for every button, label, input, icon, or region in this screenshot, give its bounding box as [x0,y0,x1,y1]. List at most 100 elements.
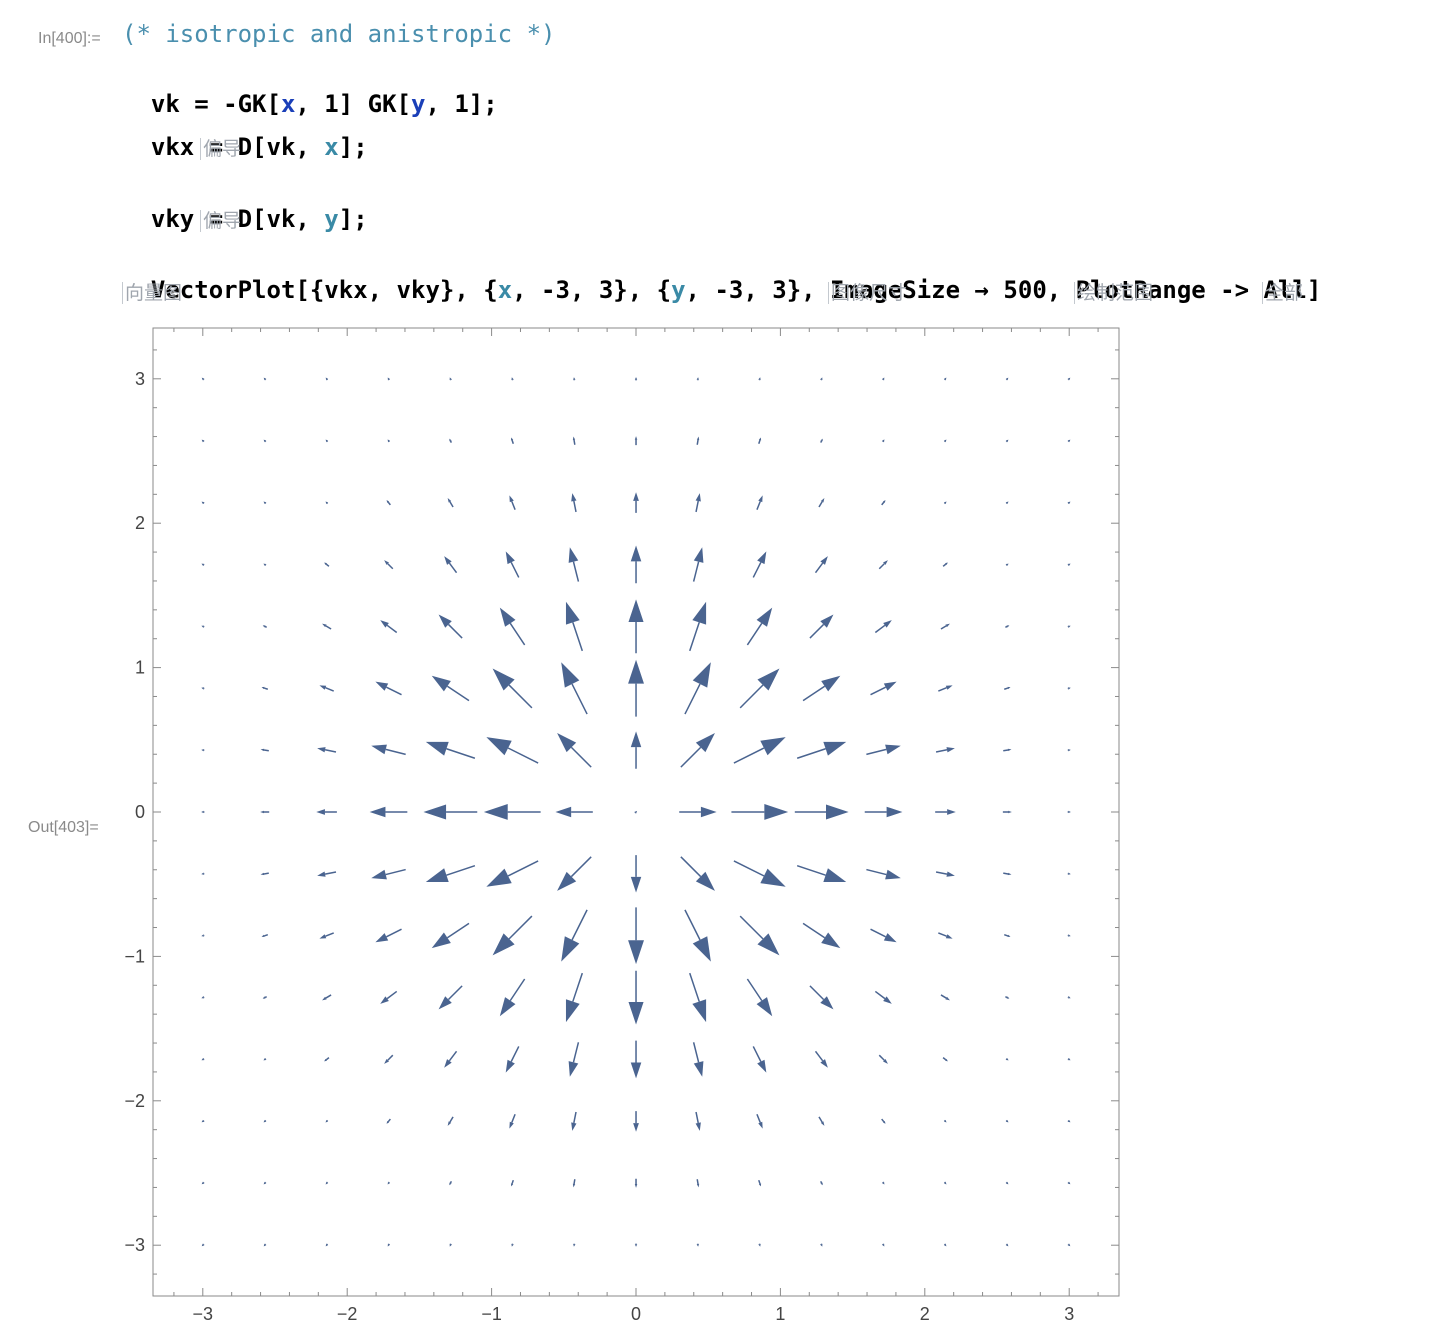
vector-arrow-head [557,733,577,753]
vector-arrow-head [946,747,955,753]
code-comment[interactable]: (* isotropic and anistropic *) [122,20,556,48]
vector-arrow-shaft [572,561,580,582]
vector-arrow-head [628,599,644,622]
vector-arrow-head [757,551,767,565]
vector-arrow-shaft [510,561,520,578]
y-tick-label: 1 [135,658,145,678]
vector-arrow-shaft [573,1111,577,1124]
vector-arrow-head [882,439,885,443]
vector-arrow-head [1068,749,1071,752]
vector-arrow-shaft [1003,872,1009,875]
vector-arrow-head [316,809,325,815]
vector-arrow-shaft [446,922,470,939]
vector-arrow-head [1005,1057,1009,1061]
vector-arrow-head [764,804,789,820]
vector-arrow-head [505,1059,515,1073]
vector-arrow-shaft [386,686,402,696]
vector-arrow-shaft [874,624,886,634]
vector-arrow-head [492,668,515,691]
vector-arrow-head [260,748,265,752]
vector-arrow-head [634,377,638,380]
vector-arrow-head [1067,625,1071,628]
vector-arrow-head [757,668,780,691]
vector-arrow-head [1067,439,1071,443]
vector-arrow-shaft [695,500,699,513]
vector-arrow-shaft [940,994,947,999]
vector-arrow-head [1067,1057,1071,1061]
vector-arrow-head [511,1243,514,1247]
vector-arrow-head [1005,1181,1009,1185]
vector-arrow-head [262,625,266,628]
vector-arrow-head [201,872,204,875]
vector-arrow-shaft [942,1057,947,1061]
vector-arrow-head [630,876,642,893]
vector-arrow-head [700,806,717,818]
vector-arrow-head [760,737,786,756]
vector-arrow-head [633,492,639,501]
vector-arrow-head [511,377,514,381]
vector-arrow-head [322,996,327,1001]
vector-arrow-shaft [449,1116,454,1123]
vector-arrow-head [756,607,773,627]
vector-arrow-shaft [511,1113,516,1123]
vector-arrow-head [1067,563,1071,566]
vector-arrow-head [1067,687,1071,690]
output-cell-label: Out[403]= [28,819,99,836]
vector-arrow-shaft [1004,687,1009,690]
vector-arrow-shaft [264,995,267,999]
vector-arrow-head [387,377,391,381]
vector-arrow-shaft [809,623,825,639]
vector-arrow-head [572,1183,576,1188]
vector-arrow-head [263,1181,267,1185]
vector-arrow-shaft [689,622,700,652]
vector-arrow-shaft [511,501,516,510]
vector-arrow-head [201,996,205,999]
x-tick-label: 3 [1064,1304,1074,1324]
vector-arrow-shaft [386,928,402,938]
vector-arrow-head [821,932,841,949]
vector-arrow-shaft [573,1179,576,1185]
vector-arrow-head [505,551,515,565]
hint-derivative: 偏导 [200,138,241,160]
vector-arrow-shaft [449,501,454,508]
vector-arrow-head [943,1119,947,1123]
vector-arrow-head [201,377,205,381]
vector-arrow-shaft [878,1054,885,1061]
vector-arrow-head [692,936,711,962]
vector-arrow-head [1068,810,1071,814]
vector-arrow-head [499,607,516,627]
vector-arrow-shaft [570,856,592,878]
vector-arrow-head [568,547,579,563]
vector-arrow-head [263,1057,267,1061]
vector-arrow-head [1007,872,1012,876]
vector-arrow-head [438,996,452,1010]
vector-arrow-shaft [814,562,824,574]
vector-arrow-head [886,806,903,818]
code-line-vk[interactable]: vk = -GK[x, 1] GK[y, 1]; [122,62,498,118]
hint-plotrange: 绘制范围 [1074,282,1153,304]
vector-arrow-head [1067,996,1071,999]
vector-arrow-head [692,999,707,1023]
vector-arrow-head [449,1182,452,1186]
vector-arrow-head [628,659,644,684]
vector-arrow-shaft [263,687,269,690]
vector-arrow-shaft [509,978,526,1002]
vector-arrow-head [261,686,265,690]
vector-arrow-head [945,562,948,566]
vector-arrow-shaft [758,1179,761,1185]
input-cell-label: In[400]:= [38,30,101,47]
vector-arrow-head [263,501,267,505]
code-line-vkx[interactable]: vkx = D[vk, x]; [122,105,368,161]
vector-arrow-head [1007,748,1012,752]
vector-arrow-shaft [325,932,335,937]
code-text: , -3, 3}, ImageSize → 500, PlotRange -> … [685,276,1322,304]
code-line-vky[interactable]: vky = D[vk, y]; [122,177,368,233]
code-line-vectorplot[interactable]: VectorPlot[{vkx, vky}, {x, -3, 3}, {y, -… [122,248,1321,304]
vector-arrow-shaft [692,561,700,582]
vector-arrow-shaft [684,909,701,941]
vector-arrow-head [692,601,707,625]
vector-arrow-head [201,749,204,752]
code-var-y: y [411,90,426,118]
vector-arrow-head [630,1062,642,1079]
